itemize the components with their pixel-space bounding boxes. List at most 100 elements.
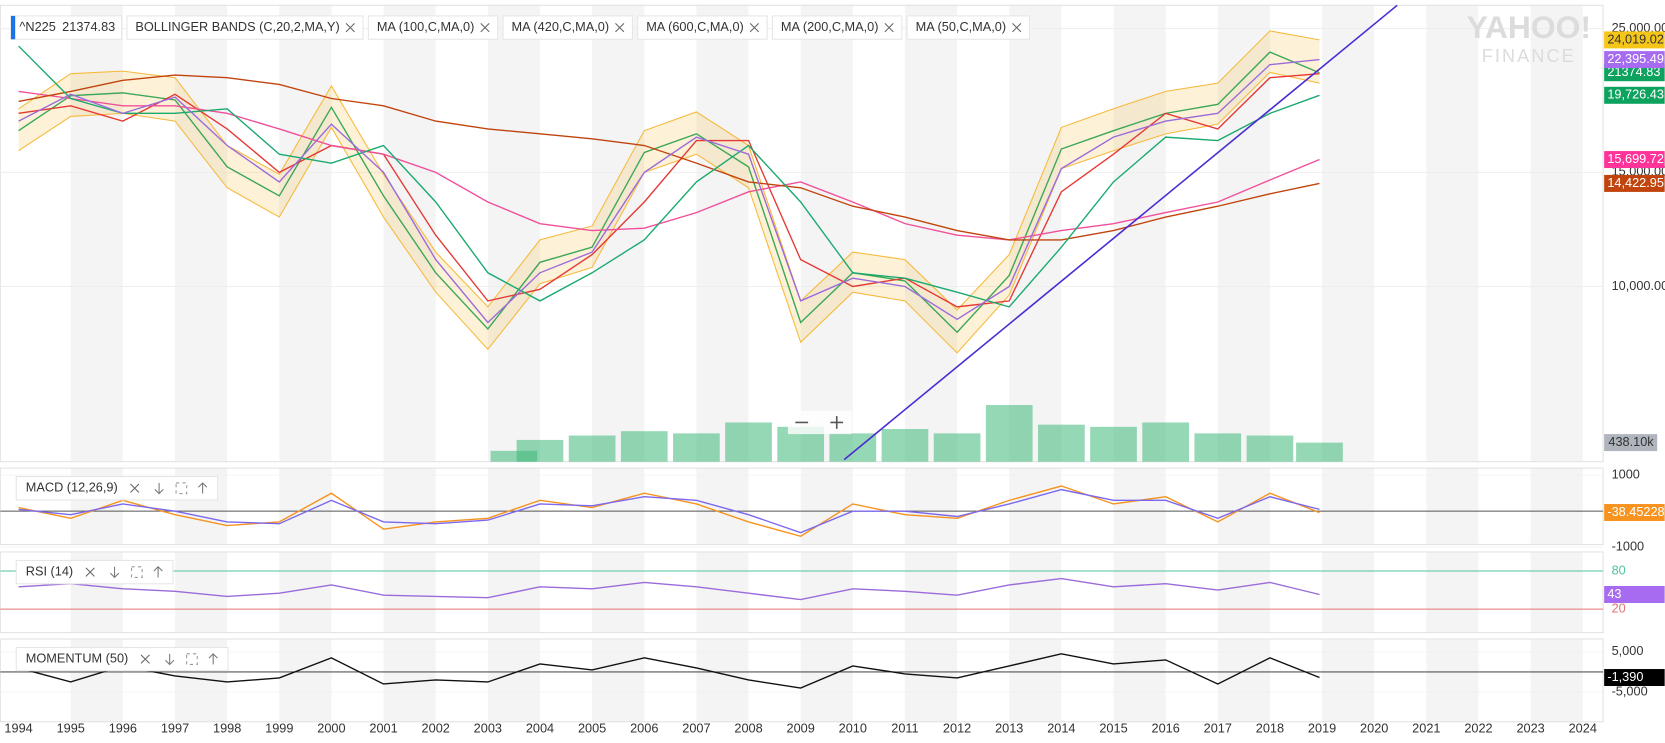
close-button[interactable] <box>480 22 490 33</box>
year-stripe <box>696 5 749 462</box>
move-up[interactable] <box>197 482 208 488</box>
year-stripe <box>1530 5 1583 462</box>
x-tick-label: 2017 <box>1204 721 1232 736</box>
volume-bar <box>1090 426 1137 462</box>
year-stripe <box>1322 551 1375 633</box>
year-stripe <box>1009 468 1062 545</box>
year-stripe <box>175 5 228 462</box>
x-tick-label: 2006 <box>630 721 658 736</box>
year-stripe <box>800 551 853 633</box>
chip-label: MA (50,C,MA,0) <box>916 19 1006 34</box>
volume-bar <box>568 435 616 462</box>
x-tick-label: 2009 <box>787 721 815 736</box>
move-up[interactable] <box>153 566 163 572</box>
close-button[interactable] <box>884 22 894 33</box>
zoom-panel <box>787 410 852 435</box>
value-tag <box>1604 151 1665 169</box>
indicator-chip[interactable]: MA (50,C,MA,0) <box>906 15 1030 40</box>
x-tick-label: 1999 <box>265 721 293 736</box>
close-button[interactable] <box>85 567 95 577</box>
year-stripe <box>1113 468 1166 545</box>
chip-label: MA (200,C,MA,0) <box>781 19 879 34</box>
x-tick-label: 2024 <box>1569 721 1597 736</box>
indicator-chip[interactable]: MA (420,C,MA,0) <box>502 15 633 40</box>
close-button[interactable] <box>749 22 760 33</box>
marks-layer <box>18 30 1343 689</box>
indicator-chip[interactable]: ^N225 21374.83 <box>10 15 123 40</box>
series-line <box>18 58 1320 324</box>
year-stripe <box>1322 468 1375 545</box>
chip-label: MA (100,C,MA,0) <box>377 19 475 34</box>
value-tag <box>1604 64 1665 82</box>
series-line <box>18 45 1320 308</box>
y-tick-label: 10,000.00 <box>1612 278 1665 293</box>
chip-background <box>906 15 1030 40</box>
close-button[interactable] <box>345 22 355 33</box>
chip-label: MA (600,C,MA,0) <box>646 19 744 34</box>
x-tick-label: 2013 <box>995 721 1023 736</box>
chip-accent <box>10 15 16 40</box>
watermark: FINANCE <box>1482 46 1576 66</box>
expand-button[interactable] <box>131 566 143 578</box>
close-button[interactable] <box>130 483 140 493</box>
x-tick-label: 1996 <box>109 721 137 736</box>
x-tick-label: 2001 <box>369 721 397 736</box>
year-stripe <box>904 638 958 722</box>
close-button[interactable] <box>1012 22 1022 33</box>
y-tick-label: 80 <box>1612 562 1626 577</box>
ui-layer: 25,000.0015,000.0010,000.00438.10k21374.… <box>4 15 1665 736</box>
close-button[interactable] <box>615 22 625 33</box>
year-stripe <box>1322 638 1375 722</box>
year-stripe <box>1217 468 1270 545</box>
value-tag-label: 15,699.72 <box>1607 151 1664 166</box>
year-stripe <box>1009 551 1062 633</box>
x-tick-label: 2008 <box>734 721 762 736</box>
year-stripe <box>904 468 958 545</box>
chip-background <box>15 646 229 672</box>
indicator-chip[interactable]: MOMENTUM (50) <box>15 646 229 672</box>
x-tick-label: 1998 <box>213 721 241 736</box>
close-button[interactable] <box>140 654 150 664</box>
x-tick-label: 1994 <box>4 721 32 736</box>
year-stripe <box>592 551 645 633</box>
trend-line[interactable] <box>843 4 1398 461</box>
year-stripe <box>1113 551 1166 633</box>
x-tick-label: 2010 <box>839 721 867 736</box>
value-tag-label: 22,395.49 <box>1607 51 1664 66</box>
move-down[interactable] <box>165 659 175 666</box>
move-down[interactable] <box>154 488 164 495</box>
indicator-chip[interactable]: MACD (12,26,9) <box>15 476 219 501</box>
x-tick-label: 2019 <box>1308 721 1336 736</box>
year-stripe <box>1530 638 1583 722</box>
chip-title: RSI (14) <box>26 563 73 578</box>
expand-button[interactable] <box>186 653 198 665</box>
x-tick-label: 2021 <box>1412 721 1440 736</box>
move-up[interactable] <box>208 653 218 659</box>
indicator-chip[interactable]: MA (100,C,MA,0) <box>367 15 499 40</box>
x-tick-label: 2002 <box>422 721 450 736</box>
chip-background <box>771 15 903 40</box>
volume-bar <box>881 429 929 462</box>
x-tick-label: 2004 <box>526 721 554 736</box>
indicator-chip[interactable]: RSI (14) <box>15 559 174 585</box>
move-down[interactable] <box>109 572 120 579</box>
value-tag <box>1604 504 1665 522</box>
bollinger-band <box>18 30 1320 353</box>
indicator-chip[interactable]: MA (600,C,MA,0) <box>637 15 768 40</box>
year-stripe <box>592 5 645 462</box>
year-stripe <box>279 468 332 545</box>
year-stripe <box>1322 5 1375 462</box>
indicator-chip[interactable]: MA (200,C,MA,0) <box>771 15 903 40</box>
volume-bar <box>516 439 564 462</box>
chip-background <box>367 15 499 40</box>
expand-button[interactable] <box>175 482 188 495</box>
year-stripe <box>1009 5 1062 462</box>
volume-bar <box>725 422 772 462</box>
year-stripe <box>70 5 123 462</box>
year-stripe <box>1113 5 1166 462</box>
chip-label: BOLLINGER BANDS (C,20,2,MA,Y) <box>135 19 339 34</box>
indicator-chip[interactable]: BOLLINGER BANDS (C,20,2,MA,Y) <box>126 15 364 40</box>
volume-bar <box>1038 424 1085 462</box>
series-line <box>18 653 1320 689</box>
